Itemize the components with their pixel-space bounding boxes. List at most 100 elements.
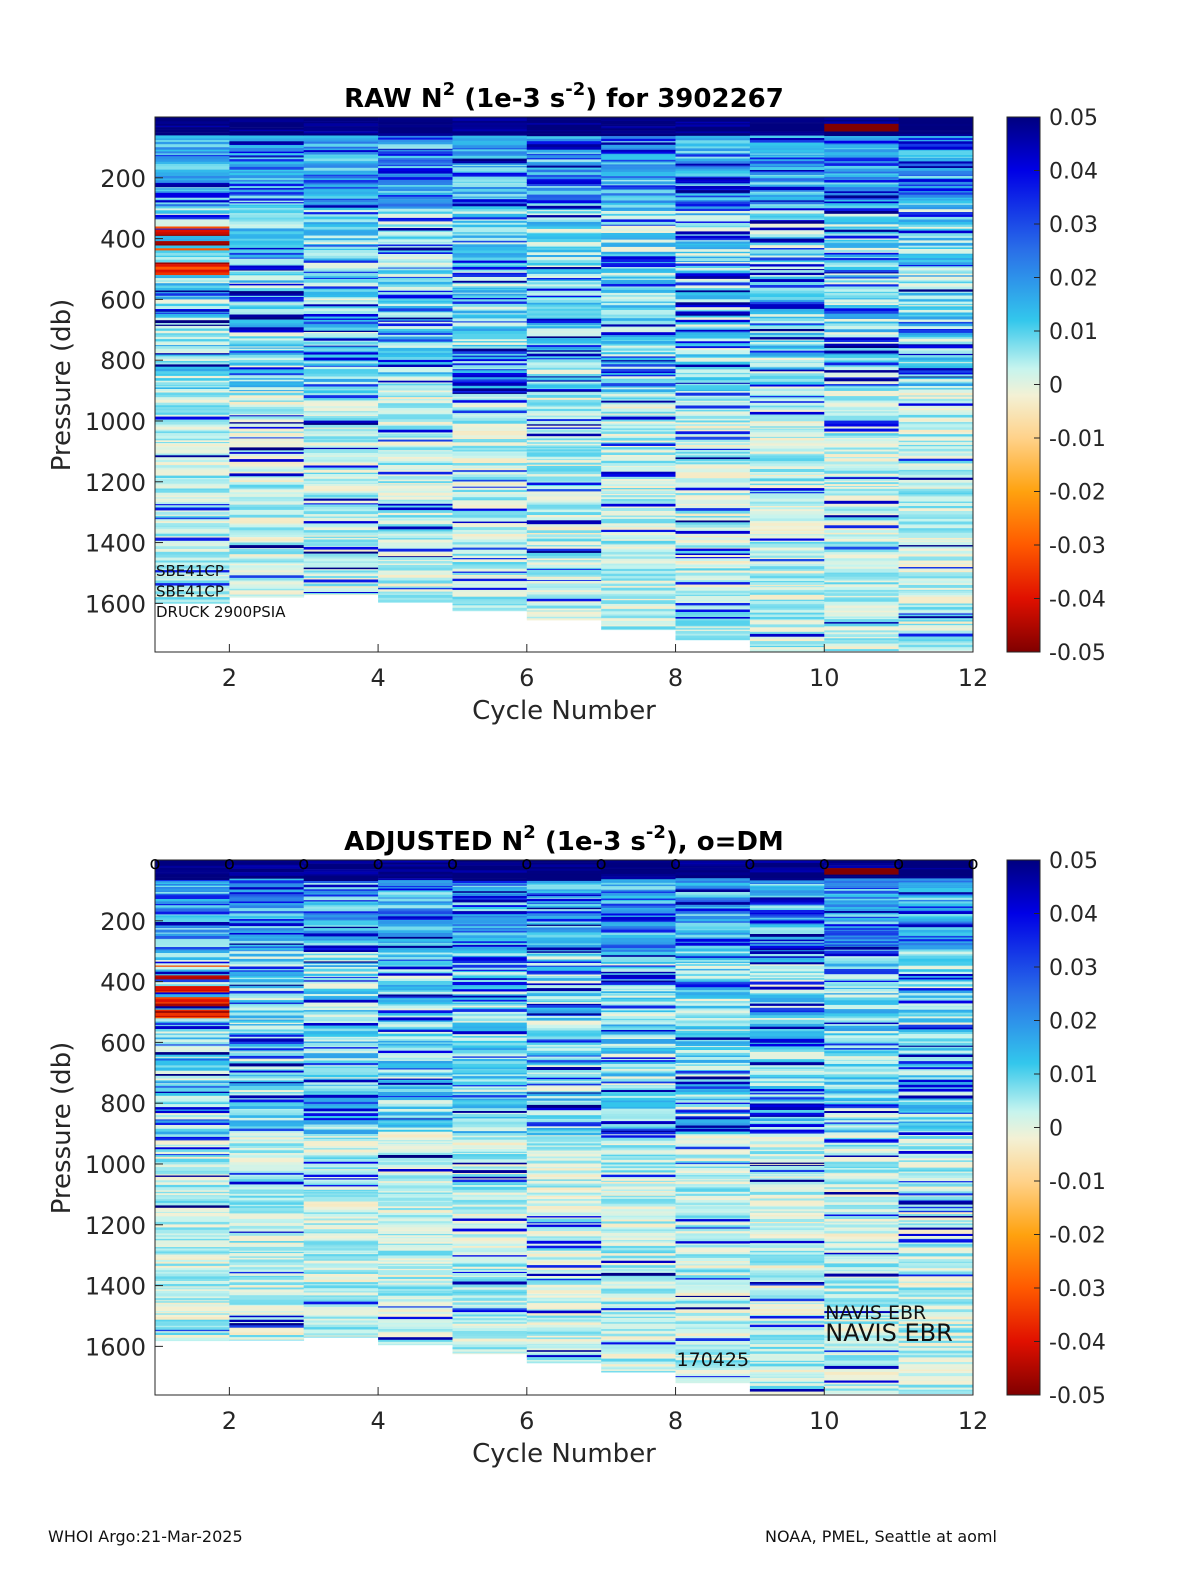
heatmap-cell (155, 285, 230, 289)
heatmap-cell (675, 1331, 751, 1334)
heatmap-cell (601, 523, 676, 526)
heatmap-cell (601, 1310, 676, 1313)
heatmap-cell (749, 345, 825, 349)
heatmap-cell (601, 126, 676, 129)
heatmap-cell (526, 1256, 602, 1258)
colorbar-tick-label: -0.03 (1049, 534, 1106, 559)
heatmap-cell (675, 945, 751, 949)
heatmap-cell (526, 1046, 602, 1049)
heatmap-cell (824, 435, 899, 439)
heatmap-cell (749, 176, 825, 179)
heatmap-cell (749, 163, 825, 167)
heatmap-cell (229, 447, 305, 451)
heatmap-cell (601, 1272, 676, 1277)
heatmap-cell (601, 263, 676, 265)
heatmap-cell (749, 532, 825, 535)
heatmap-cell (155, 1087, 230, 1090)
heatmap-cell (378, 1031, 453, 1034)
heatmap-cell (749, 897, 825, 900)
heatmap-cell (749, 426, 825, 428)
heatmap-cell (526, 236, 602, 240)
heatmap-cell (526, 546, 602, 549)
heatmap-cell (303, 980, 379, 982)
heatmap-cell (452, 938, 528, 941)
heatmap-cell (452, 420, 528, 424)
heatmap-cell (749, 329, 825, 332)
heatmap-cell (601, 200, 676, 204)
heatmap-cell (526, 272, 602, 275)
heatmap-cell (675, 346, 751, 349)
heatmap-cell (749, 1042, 825, 1045)
heatmap-cell (303, 1190, 379, 1193)
heatmap-cell (675, 908, 751, 910)
heatmap-cell (601, 894, 676, 896)
heatmap-cell (601, 1106, 676, 1109)
heatmap-cell (452, 318, 528, 322)
heatmap-cell (898, 408, 974, 411)
heatmap-cell (155, 1235, 230, 1237)
heatmap-cell (378, 510, 453, 514)
heatmap-cell (303, 1218, 379, 1221)
heatmap-cell (898, 270, 974, 272)
heatmap-cell (675, 505, 751, 509)
heatmap-cell (749, 902, 825, 905)
heatmap-cell (749, 493, 825, 496)
colorbar-tick-label: 0.05 (1049, 106, 1098, 131)
heatmap-cell (675, 135, 751, 139)
heatmap-cell (229, 1007, 305, 1011)
heatmap-cell (378, 1297, 453, 1300)
heatmap-cell (675, 563, 751, 565)
heatmap-cell (155, 228, 230, 230)
y-tick-label: 400 (100, 226, 146, 254)
heatmap-cell (898, 479, 974, 483)
heatmap-cell (229, 433, 305, 437)
heatmap-cell (601, 1192, 676, 1195)
heatmap-cell (824, 508, 899, 512)
heatmap-cell (452, 562, 528, 564)
heatmap-cell (526, 580, 602, 582)
heatmap-cell (452, 274, 528, 278)
heatmap-cell (452, 1112, 528, 1115)
heatmap-cell (675, 1295, 751, 1298)
heatmap-cell (675, 951, 751, 954)
heatmap-cell (229, 317, 305, 320)
heatmap-cell (675, 504, 751, 506)
heatmap-cell (452, 119, 528, 122)
heatmap-cell (155, 862, 230, 865)
heatmap-cell (229, 970, 305, 972)
heatmap-cell (229, 940, 305, 944)
heatmap-cell (824, 496, 899, 500)
heatmap-cell (378, 278, 453, 280)
heatmap-cell (898, 505, 974, 507)
heatmap-cell (303, 135, 379, 139)
heatmap-cell (898, 143, 974, 147)
heatmap-cell (675, 892, 751, 895)
heatmap-cell (303, 908, 379, 912)
heatmap-cell (229, 1339, 305, 1341)
heatmap-cell (303, 884, 379, 888)
heatmap-cell (378, 548, 453, 552)
heatmap-cell (452, 876, 528, 879)
heatmap-cell (452, 229, 528, 233)
heatmap-cell (229, 1093, 305, 1096)
heatmap-cell (675, 998, 751, 1002)
heatmap-cell (378, 147, 453, 150)
heatmap-cell (601, 1333, 676, 1337)
heatmap-cell (452, 179, 528, 181)
heatmap-cell (303, 572, 379, 574)
heatmap-cell (303, 1028, 379, 1032)
heatmap-cell (378, 918, 453, 921)
heatmap-cell (675, 922, 751, 926)
heatmap-cell (824, 199, 899, 202)
heatmap-cell (303, 569, 379, 571)
heatmap-cell (229, 1299, 305, 1303)
heatmap-cell (898, 443, 974, 446)
heatmap-cell (675, 434, 751, 436)
heatmap-cell (526, 566, 602, 569)
heatmap-cell (898, 619, 974, 621)
heatmap-cell (601, 1167, 676, 1169)
heatmap-cell (229, 899, 305, 902)
heatmap-cell (452, 1312, 528, 1315)
heatmap-cell (155, 1045, 230, 1048)
heatmap-cell (601, 268, 676, 271)
